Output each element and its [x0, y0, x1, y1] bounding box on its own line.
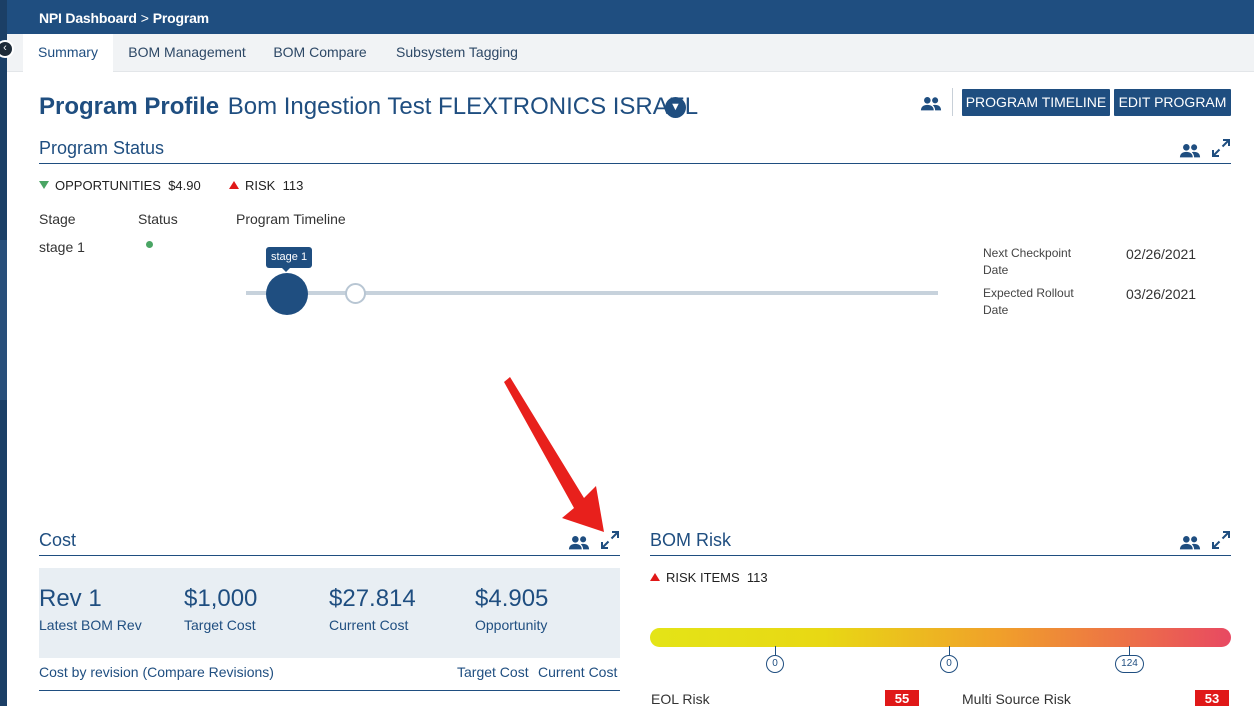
- risk-metric: RISK 113: [229, 178, 303, 193]
- cost-by-revision-link[interactable]: Cost by revision (Compare Revisions): [39, 664, 274, 680]
- target-cost-column-header: Target Cost: [457, 664, 529, 680]
- breadcrumb-root[interactable]: NPI Dashboard: [39, 10, 137, 26]
- eol-risk-label: EOL Risk: [651, 691, 710, 706]
- page-title-heading: Program Profile: [39, 93, 220, 120]
- timeline-current-stage-node[interactable]: [266, 273, 308, 315]
- page-title: Program Profile Bom Ingestion Test FLEXT…: [39, 93, 698, 121]
- expected-rollout-label: Expected Rollout Date: [983, 286, 1074, 317]
- latest-bom-rev-value: Rev 1: [39, 585, 102, 612]
- stage-column-header: Stage: [39, 211, 76, 227]
- up-triangle-icon: [229, 181, 239, 189]
- red-arrow-annotation: [504, 377, 604, 532]
- header-divider: [952, 88, 953, 116]
- users-icon[interactable]: [920, 96, 942, 112]
- opportunities-metric: OPPORTUNITIES $4.90: [39, 178, 201, 193]
- risk-items-label: RISK ITEMS: [666, 570, 740, 585]
- edit-program-button[interactable]: EDIT PROGRAM: [1114, 89, 1231, 116]
- opportunities-value: $4.90: [168, 178, 201, 193]
- breadcrumb: NPI Dashboard > Program: [39, 10, 209, 26]
- cost-rule: [39, 555, 620, 556]
- current-cost-column-header: Current Cost: [538, 664, 618, 680]
- timeline-column-header: Program Timeline: [236, 211, 346, 227]
- tab-summary[interactable]: Summary: [23, 34, 113, 72]
- eol-risk-badge[interactable]: 55: [885, 690, 919, 706]
- risk-label: RISK: [245, 178, 276, 193]
- bom-risk-title: BOM Risk: [650, 530, 731, 550]
- timeline-stage-tooltip: stage 1: [266, 247, 313, 272]
- cost-table-rule: [39, 690, 620, 691]
- tab-bom-management[interactable]: BOM Management: [128, 44, 246, 60]
- expand-icon[interactable]: [1211, 530, 1231, 550]
- risk-value: 113: [282, 178, 304, 193]
- stage-cell: stage 1: [39, 239, 85, 255]
- users-icon[interactable]: [1179, 143, 1201, 159]
- multi-source-risk-badge[interactable]: 53: [1195, 690, 1229, 706]
- risk-marker-line: [1129, 646, 1130, 655]
- next-checkpoint-value: 02/26/2021: [1126, 246, 1197, 262]
- program-status-rule: [39, 163, 1231, 164]
- opportunity-label: Opportunity: [475, 617, 548, 633]
- risk-gradient-bar: [650, 628, 1231, 647]
- cost-title: Cost: [39, 530, 77, 550]
- risk-marker-line: [775, 646, 776, 655]
- risk-marker-bubble: 124: [1115, 655, 1144, 673]
- cost-expand-icon[interactable]: [600, 530, 620, 550]
- opportunity-value: $4.905: [475, 585, 549, 612]
- risk-marker-bubble: 0: [940, 655, 958, 673]
- risk-items-metric: RISK ITEMS 113: [650, 570, 768, 585]
- expand-icon[interactable]: [1211, 138, 1231, 158]
- program-name: Bom Ingestion Test FLEXTRONICS ISRAEL: [227, 93, 699, 120]
- current-cost-label: Current Cost: [329, 617, 409, 633]
- status-column-header: Status: [138, 211, 178, 227]
- program-select-chevron-down-icon[interactable]: ▼: [665, 97, 686, 118]
- risk-marker-line: [949, 646, 950, 655]
- target-cost-label: Target Cost: [184, 617, 256, 633]
- up-triangle-icon: [650, 573, 660, 581]
- users-icon[interactable]: [1179, 535, 1201, 551]
- next-checkpoint-label: Next Checkpoint Date: [983, 246, 1072, 277]
- risk-items-value: 113: [746, 570, 768, 585]
- tab-bom-compare[interactable]: BOM Compare: [273, 44, 367, 60]
- collapse-sidebar-chevron-icon[interactable]: ‹: [0, 40, 14, 58]
- current-cost-value: $27.814: [329, 585, 416, 612]
- timeline-next-stage-node[interactable]: [345, 283, 366, 304]
- program-status-title: Program Status: [39, 138, 165, 158]
- target-cost-value: $1,000: [184, 585, 258, 612]
- timeline-track: [246, 291, 938, 295]
- opportunities-label: OPPORTUNITIES: [55, 178, 161, 193]
- latest-bom-rev-label: Latest BOM Rev: [39, 617, 142, 633]
- status-dot: [146, 241, 153, 248]
- breadcrumb-separator: >: [140, 10, 149, 26]
- users-icon[interactable]: [568, 535, 590, 551]
- cost-kpi-panel: [39, 568, 620, 658]
- left-nav-strip: [0, 0, 7, 706]
- down-triangle-icon: [39, 181, 49, 189]
- bom-risk-rule: [650, 555, 1231, 556]
- expected-rollout-value: 03/26/2021: [1126, 286, 1197, 302]
- header-bar: NPI Dashboard > Program: [7, 0, 1254, 34]
- multi-source-risk-label: Multi Source Risk: [962, 691, 1071, 706]
- program-timeline-button[interactable]: PROGRAM TIMELINE: [962, 89, 1110, 116]
- risk-marker-bubble: 0: [766, 655, 784, 673]
- tab-bar: Summary BOM Management BOM Compare Subsy…: [7, 34, 1254, 72]
- tab-subsystem-tagging[interactable]: Subsystem Tagging: [396, 44, 518, 60]
- breadcrumb-current: Program: [152, 10, 209, 26]
